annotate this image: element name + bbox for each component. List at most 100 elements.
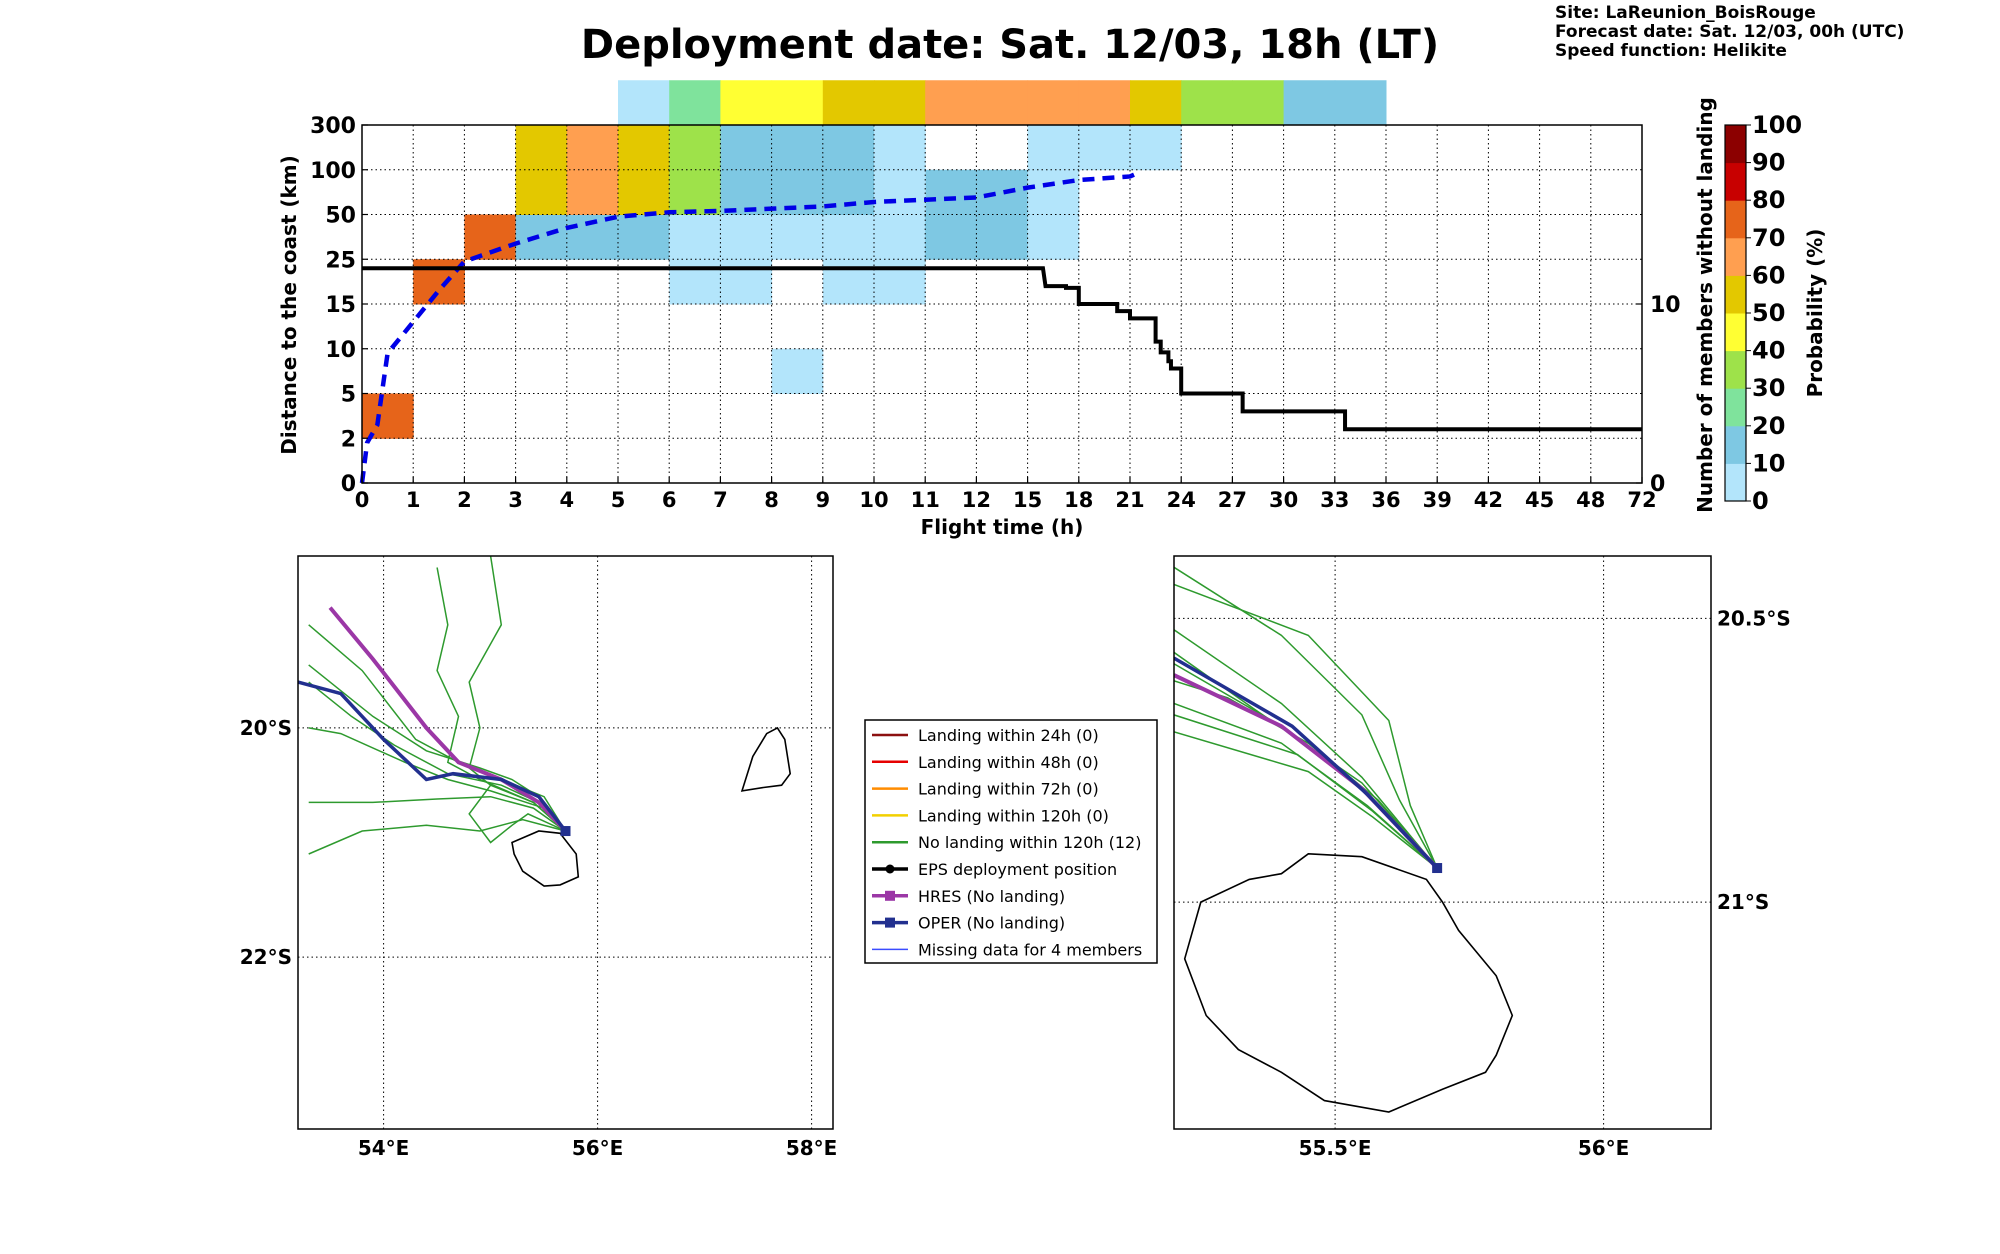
colorbar-segment <box>1725 388 1746 427</box>
median-distance-line <box>359 169 1142 484</box>
heatmap-cell <box>1232 80 1285 126</box>
legend-label: Landing within 72h (0) <box>918 780 1099 799</box>
y-tick-label: 300 <box>310 114 356 139</box>
heatmap-cell <box>874 125 926 171</box>
heatmap-cell <box>515 169 568 215</box>
oper-track <box>1174 656 1439 870</box>
heatmap-cell <box>720 125 773 171</box>
heatmap-cell <box>1334 80 1387 126</box>
left-map-frame <box>297 555 834 1130</box>
member-track <box>308 795 566 832</box>
x-tick-label: 72 <box>1627 488 1656 512</box>
longitude-label: 56°E <box>572 1136 624 1160</box>
legend-item: EPS deployment position <box>872 860 1117 879</box>
heatmap-cell <box>1181 80 1233 126</box>
y2-axis-label: Number of members without landing <box>1693 97 1717 513</box>
x-tick-label: 2 <box>457 488 472 512</box>
x-tick-label: 18 <box>1064 488 1093 512</box>
heatmap-cell <box>976 169 1029 215</box>
legend-item: Missing data for 4 members <box>872 940 1142 959</box>
colorbar-tick-label: 50 <box>1752 299 1785 327</box>
x-tick-label: 0 <box>355 488 370 512</box>
heatmap-cell <box>1027 80 1080 126</box>
x-tick-label: 24 <box>1167 488 1196 512</box>
heatmap-cell <box>720 214 773 260</box>
heatmap-cell <box>1078 125 1131 171</box>
heatmap-cell <box>976 214 1029 260</box>
colorbar-tick-label: 90 <box>1752 149 1785 177</box>
heatmap-cell <box>618 214 670 260</box>
member-track <box>1174 566 1438 869</box>
right-map-frame <box>1173 555 1712 1130</box>
y-tick-label: 50 <box>325 204 356 229</box>
member-track <box>1174 629 1438 869</box>
heatmap-cell <box>822 80 875 126</box>
legend-frame <box>864 719 1158 964</box>
heatmap-cell <box>669 214 721 260</box>
legend-label: Landing within 24h (0) <box>918 726 1099 745</box>
member-track <box>436 567 566 832</box>
colorbar-tick-label: 30 <box>1752 374 1785 402</box>
x-tick-label: 45 <box>1525 488 1554 512</box>
latitude-label: 22°S <box>240 945 292 969</box>
legend-label: Missing data for 4 members <box>918 940 1142 959</box>
legend-marker <box>885 890 895 901</box>
heatmap-cell <box>1078 80 1131 126</box>
x-tick-label: 4 <box>559 488 574 512</box>
x-tick-label: 15 <box>1013 488 1042 512</box>
y-tick-label: 5 <box>341 383 356 408</box>
y2-tick-label: 10 <box>1650 293 1681 318</box>
legend-label: OPER (No landing) <box>918 914 1065 933</box>
colorbar-segment <box>1725 350 1746 389</box>
x-tick-label: 42 <box>1474 488 1503 512</box>
member-track <box>1174 583 1438 869</box>
heatmap-cell <box>874 80 926 126</box>
member-track <box>1174 731 1438 869</box>
colorbar-segment <box>1725 313 1746 352</box>
hres-track <box>328 606 567 833</box>
x-tick-label: 6 <box>662 488 677 512</box>
colorbar-tick-label: 70 <box>1752 224 1785 252</box>
colorbar-segment <box>1725 162 1746 201</box>
heatmap-cell <box>822 214 875 260</box>
regional-track-map: 54°E 56°E 58°E 20°S 22°S <box>240 555 837 1160</box>
y-tick-label: 10 <box>325 338 356 363</box>
heatmap-cell <box>669 80 721 126</box>
heatmap-cell <box>822 259 875 305</box>
x-tick-label: 1 <box>406 488 421 512</box>
heatmap-cell <box>1130 125 1182 171</box>
deployment-marker <box>1432 863 1443 874</box>
legend-item: Landing within 24h (0) <box>872 726 1099 745</box>
x-tick-label: 12 <box>962 488 991 512</box>
heatmap-cell <box>720 259 773 305</box>
member-track <box>308 681 567 832</box>
legend-label: No landing within 120h (12) <box>918 833 1141 852</box>
colorbar-tick-label: 10 <box>1752 449 1785 477</box>
heatmap-cell <box>1027 169 1080 215</box>
legend-marker <box>885 917 895 928</box>
member-track <box>468 784 566 844</box>
y-tick-label: 100 <box>310 159 356 184</box>
x-tick-label: 30 <box>1269 488 1298 512</box>
heatmap-cell <box>669 125 721 171</box>
heatmap-cell <box>925 80 977 126</box>
coastline <box>740 726 792 792</box>
heatmap-cell <box>515 214 568 260</box>
heatmap-cell <box>874 259 926 305</box>
colorbar-tick-label: 80 <box>1752 186 1785 214</box>
x-axis-label: Flight time (h) <box>921 515 1084 539</box>
forecast-info: Forecast date: Sat. 12/03, 00h (UTC) <box>1555 22 1904 42</box>
heatmap-cell <box>566 169 619 215</box>
heatmap-cell <box>515 125 568 171</box>
legend-item: HRES (No landing) <box>872 887 1065 906</box>
heatmap-cell <box>720 80 773 126</box>
deployment-marker <box>560 826 571 837</box>
colorbar-tick-label: 100 <box>1752 111 1802 139</box>
longitude-label: 55.5°E <box>1299 1136 1372 1160</box>
colorbar-segment <box>1725 463 1746 502</box>
colorbar-label: Probability (%) <box>1803 229 1827 398</box>
heatmap-cell <box>822 125 875 171</box>
heatmap-cell <box>874 169 926 215</box>
oper-track <box>298 680 567 833</box>
